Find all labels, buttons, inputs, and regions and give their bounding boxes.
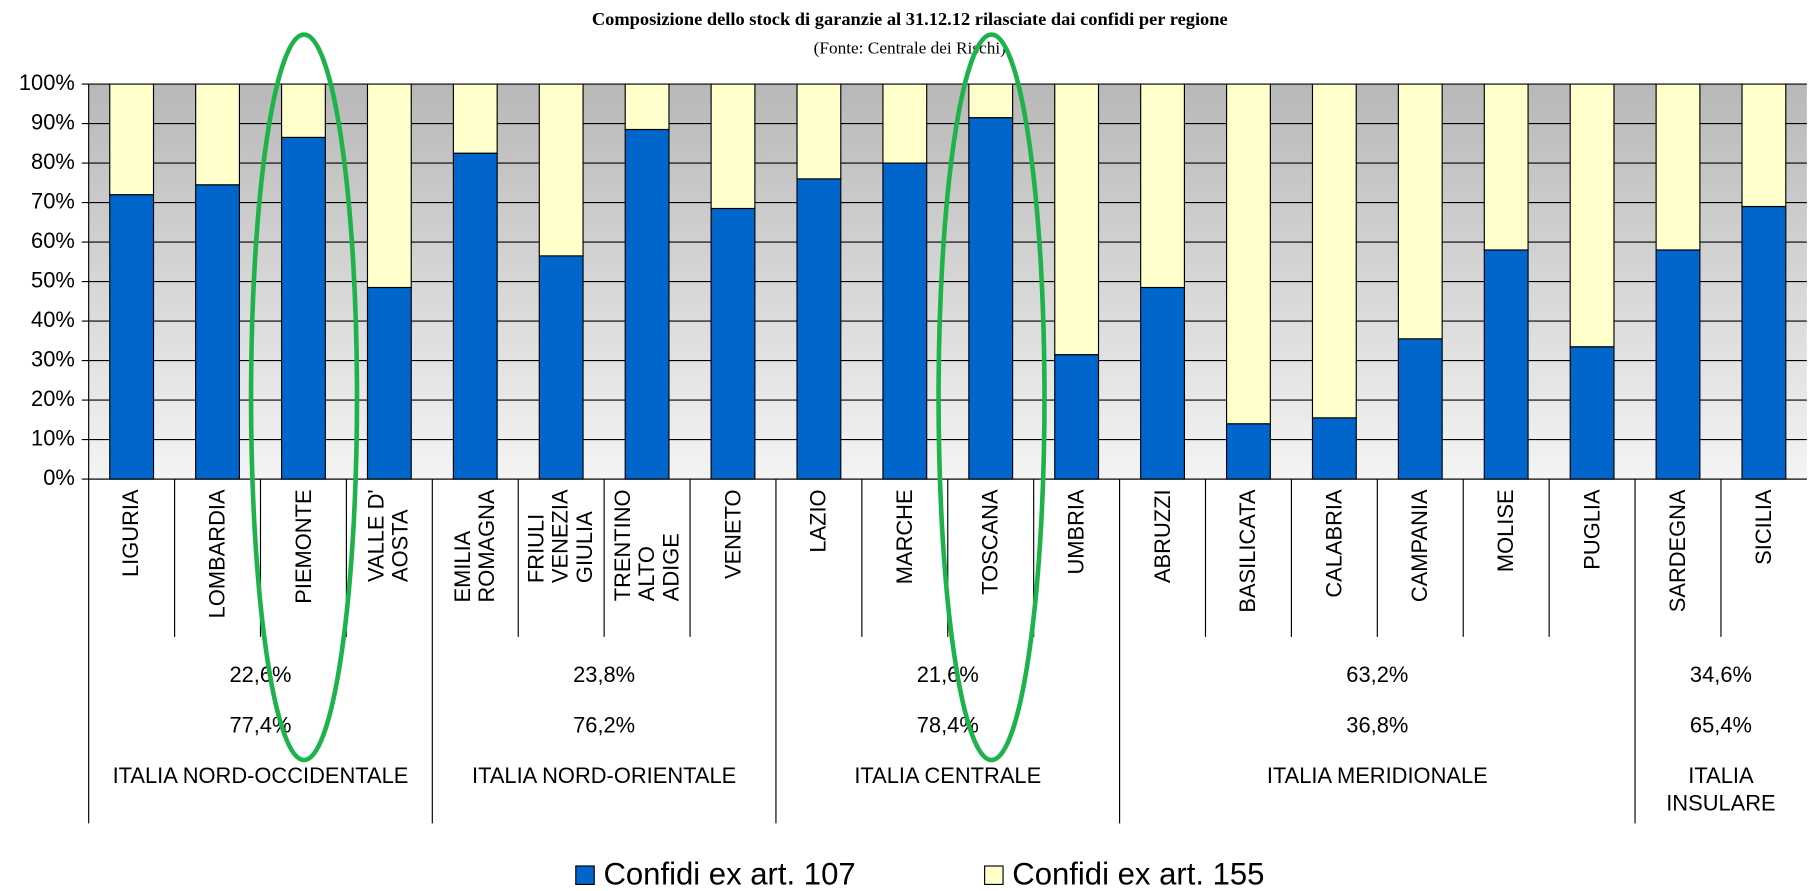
x-tick-label: CAMPANIA xyxy=(1408,489,1433,603)
region-share-label: 23,8% xyxy=(573,662,635,687)
bar-segment xyxy=(1655,249,1701,480)
region-share-label: 76,2% xyxy=(573,712,635,737)
bar-segment xyxy=(882,162,928,480)
bar-segment xyxy=(1655,83,1701,251)
bar-segment xyxy=(1225,83,1271,425)
bar-segment xyxy=(280,83,326,138)
x-tick-label: UMBRIA xyxy=(1064,489,1089,575)
bar-segment xyxy=(796,83,842,180)
region-share-label: 22,6% xyxy=(229,662,291,687)
bar-segment xyxy=(1483,249,1529,480)
x-tick-label: PIEMONTE xyxy=(291,489,316,604)
bar-segment xyxy=(366,83,412,289)
x-tick-label: VENETO xyxy=(720,489,746,580)
bar-segment xyxy=(1140,83,1185,289)
x-tick-label: TOSCANA xyxy=(978,489,1003,595)
bar-segment xyxy=(710,207,756,480)
region-label: ITALIA NORD-OCCIDENTALE xyxy=(112,764,409,789)
x-tick-label: CALABRIA xyxy=(1322,489,1347,598)
highlight-ellipse xyxy=(248,32,360,763)
x-tick-label: MOLISE xyxy=(1494,489,1519,573)
bar-segment xyxy=(1054,354,1100,480)
bar-segment xyxy=(710,83,756,210)
x-tick-label: BASILICATA xyxy=(1236,489,1261,613)
y-tick-label: 40% xyxy=(31,307,75,332)
region-label: ITALIA NORD-ORIENTALE xyxy=(471,764,737,789)
bar-segment xyxy=(882,83,928,164)
bar-segment xyxy=(195,184,240,480)
bar-segment xyxy=(109,194,155,480)
bar-segment xyxy=(452,83,498,154)
y-tick-label: 30% xyxy=(31,346,75,371)
bar-segment xyxy=(538,83,584,257)
y-tick-label: 90% xyxy=(31,109,75,134)
bar-segment xyxy=(1483,83,1529,251)
bar-segment xyxy=(1054,83,1100,356)
legend-swatch xyxy=(575,865,595,886)
region-label: ITALIA CENTRALE xyxy=(854,764,1042,789)
bar-segment xyxy=(1741,205,1787,480)
legend-label: Confidi ex art. 107 xyxy=(603,857,855,891)
x-tick-label: LOMBARDIA xyxy=(205,489,230,619)
x-tick-label: SICILIA xyxy=(1751,489,1776,565)
bar-segment xyxy=(280,136,326,480)
bar-segment xyxy=(1569,83,1615,348)
y-tick-label: 100% xyxy=(19,70,75,95)
y-tick-label: 10% xyxy=(31,425,75,450)
x-tick-label: FRIULI VENEZIA GIULIA xyxy=(524,489,598,584)
chart-title: Composizione dello stock di garanzie al … xyxy=(592,9,1228,29)
x-tick-label: MARCHE xyxy=(892,489,917,585)
bar-segment xyxy=(195,83,240,186)
region-label: ITALIA INSULARE xyxy=(1666,764,1776,817)
region-share-label: 36,8% xyxy=(1346,712,1408,737)
bar-segment xyxy=(1140,286,1185,480)
bar-segment xyxy=(366,286,412,480)
bar-segment xyxy=(452,152,498,480)
y-tick-label: 20% xyxy=(31,386,75,411)
bar-segment xyxy=(1397,83,1443,340)
bar-segment xyxy=(968,83,1014,119)
legend-label: Confidi ex art. 155 xyxy=(1012,857,1264,891)
x-tick-label: PUGLIA xyxy=(1579,489,1605,570)
chart-subtitle: (Fonte: Centrale dei Rischi) xyxy=(814,38,1006,57)
highlight-ellipse xyxy=(936,32,1047,763)
region-share-label: 34,6% xyxy=(1690,662,1752,687)
x-tick-label: LAZIO xyxy=(806,489,831,553)
y-tick-label: 60% xyxy=(31,228,75,253)
legend-swatch xyxy=(984,865,1004,886)
x-tick-label: EMILIA ROMAGNA xyxy=(451,489,500,603)
y-tick-label: 70% xyxy=(31,188,75,213)
y-tick-label: 80% xyxy=(31,149,75,174)
x-tick-label: TRENTINO ALTO ADIGE xyxy=(610,489,684,602)
x-tick-label: VALLE D' AOSTA xyxy=(365,489,414,582)
bar-segment xyxy=(1311,417,1357,480)
bar-segment xyxy=(1311,83,1357,419)
region-share-label: 63,2% xyxy=(1346,662,1408,687)
y-tick-label: 50% xyxy=(31,267,75,292)
bar-segment xyxy=(1569,346,1615,480)
x-tick-label: LIGURIA xyxy=(119,489,144,577)
bar-segment xyxy=(538,255,584,480)
x-tick-label: ABRUZZI xyxy=(1150,489,1175,584)
region-share-label: 65,4% xyxy=(1690,712,1752,737)
y-tick-label: 0% xyxy=(43,465,75,490)
x-tick-label: SARDEGNA xyxy=(1665,489,1691,613)
bar-segment xyxy=(1225,423,1271,480)
bar-segment xyxy=(109,83,155,196)
bar-segment xyxy=(1741,83,1787,208)
region-share-label: 21,6% xyxy=(917,662,979,687)
bar-segment xyxy=(968,117,1014,480)
region-label: ITALIA MERIDIONALE xyxy=(1266,764,1488,789)
bar-segment xyxy=(796,178,842,480)
bar-segment xyxy=(624,83,670,131)
bar-segment xyxy=(624,128,670,480)
bar-segment xyxy=(1397,338,1443,480)
